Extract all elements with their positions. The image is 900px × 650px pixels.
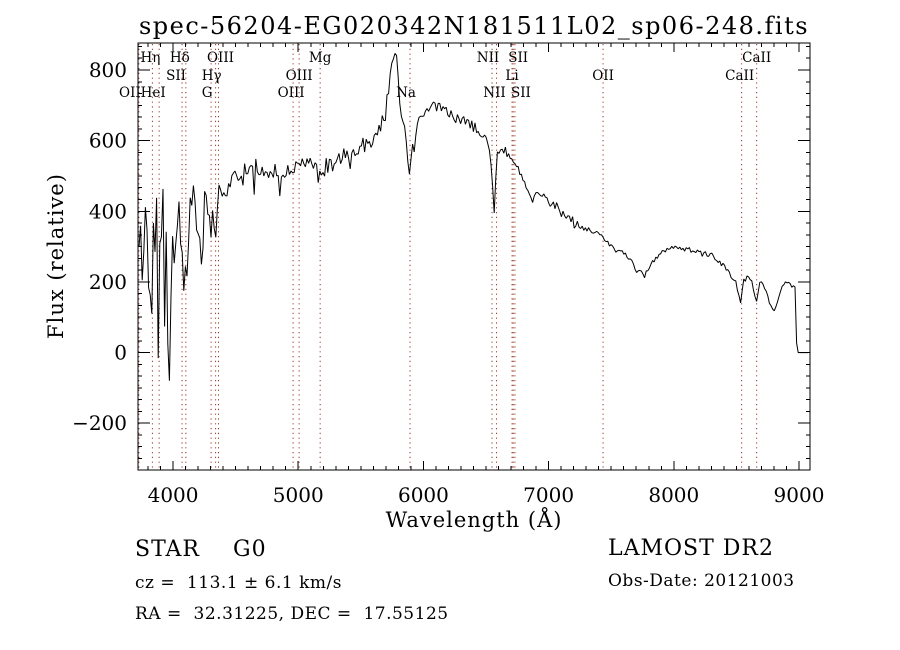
axes bbox=[137, 42, 811, 471]
spectral-line-label: SII bbox=[511, 85, 531, 101]
spectral-line-label: CaII bbox=[725, 68, 754, 84]
spectral-line-label: Hγ bbox=[202, 68, 222, 84]
survey-label: LAMOST DR2 bbox=[608, 536, 774, 561]
y-tick-label: 0 bbox=[114, 341, 127, 365]
spectral-line-label: Hδ bbox=[170, 50, 190, 66]
x-tick-label: 9000 bbox=[774, 483, 825, 507]
x-tick-label: 4000 bbox=[148, 483, 199, 507]
spectral-line-label: SII bbox=[166, 68, 186, 84]
y-axis-label: Flux (relative) bbox=[44, 173, 68, 339]
tick-labels: 4000 5000 6000 7000 8000 9000 −200 0 200 400 600 80… bbox=[72, 58, 824, 507]
x-axis-label: Wavelength (Å) bbox=[385, 508, 563, 532]
x-tick-label: 8000 bbox=[648, 483, 699, 507]
spectral-line-label: Li bbox=[505, 68, 519, 84]
spectral-line-label: SII bbox=[508, 50, 528, 66]
spectral-line-label: CaII bbox=[742, 50, 771, 66]
spectral-line-label: HeI bbox=[141, 85, 166, 101]
object-class-line: STAR G0 bbox=[135, 537, 267, 562]
spectrum-line bbox=[138, 53, 808, 381]
y-tick-label: −200 bbox=[72, 411, 127, 435]
spectral-line-label: Hη bbox=[140, 50, 160, 66]
plot-title: spec-56204-EG020342N181511L02_sp06-248.f… bbox=[138, 12, 810, 40]
spectral-line-labels: Hη Hδ OIII Mg NII SII CaII SII Hγ OIII Li OII CaII OI… bbox=[119, 50, 771, 101]
x-tick-label: 7000 bbox=[523, 483, 574, 507]
spectral-line-label: OII bbox=[592, 68, 614, 84]
spectral-line-label: Na bbox=[396, 85, 416, 101]
spectral-line-label: Mg bbox=[309, 50, 332, 66]
ra-dec-value: RA = 32.31225, DEC = 17.55125 bbox=[135, 604, 449, 624]
spectral-line-label: NII bbox=[483, 85, 505, 101]
spectral-line-label: OIII bbox=[207, 50, 234, 66]
x-tick-label: 6000 bbox=[398, 483, 449, 507]
y-tick-label: 800 bbox=[89, 58, 127, 82]
spectral-line-label: G bbox=[202, 85, 213, 101]
spectral-line-label: NII bbox=[477, 50, 499, 66]
spectral-line-markers bbox=[138, 44, 758, 469]
spectral-line-label: OIII bbox=[286, 68, 313, 84]
class-label: STAR bbox=[135, 537, 200, 562]
cz-value: cz = 113.1 ± 6.1 km/s bbox=[135, 573, 342, 593]
spectral-line-label: OII bbox=[119, 85, 141, 101]
y-tick-label: 600 bbox=[89, 129, 127, 153]
obs-date: Obs-Date: 20121003 bbox=[608, 571, 795, 591]
x-tick-label: 5000 bbox=[273, 483, 324, 507]
subclass-label: G0 bbox=[233, 537, 267, 562]
plot-box bbox=[137, 42, 811, 471]
y-tick-label: 200 bbox=[89, 270, 127, 294]
y-tick-label: 400 bbox=[89, 199, 127, 223]
spectral-line-label: OIII bbox=[278, 85, 305, 101]
